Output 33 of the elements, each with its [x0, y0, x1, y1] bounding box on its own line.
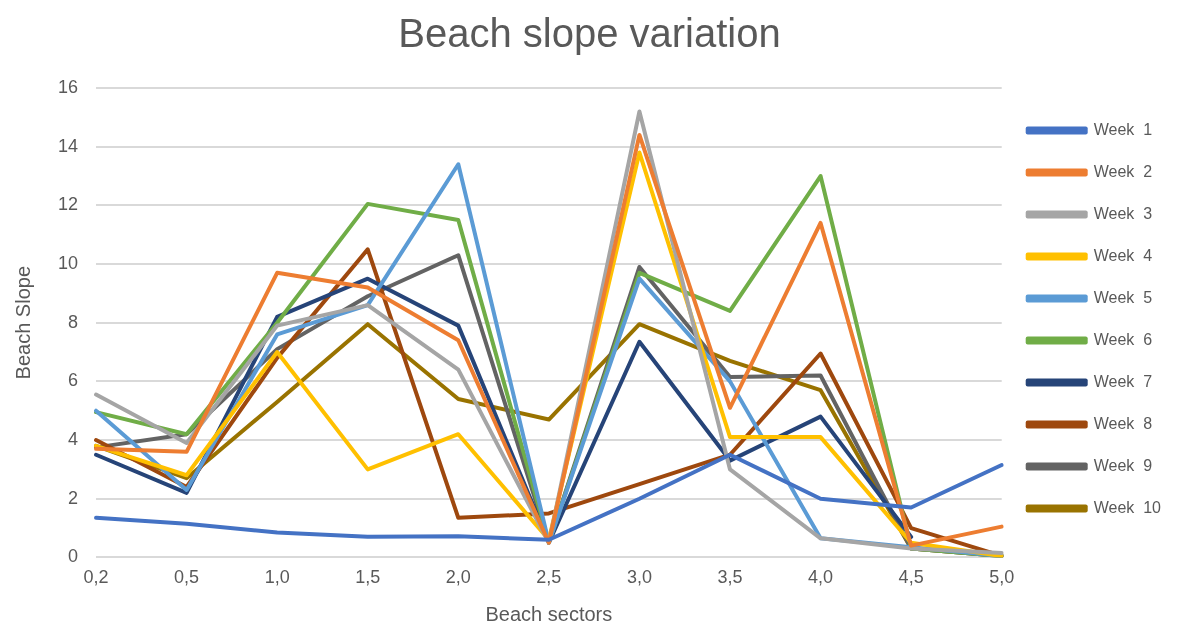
y-tick-label: 2: [68, 487, 79, 508]
y-tick-label: 12: [57, 194, 79, 215]
y-tick-label: 10: [57, 252, 79, 273]
y-tick-label: 8: [68, 311, 79, 332]
legend-label: Week 7: [1093, 372, 1153, 390]
legend-label: Week 9: [1093, 456, 1153, 474]
x-tick-label: 4,0: [808, 567, 834, 588]
legend-label: Week 8: [1093, 414, 1153, 432]
legend-label: Week 3: [1093, 204, 1153, 222]
legend-label: Week 6: [1093, 330, 1153, 348]
legend-label: Week 1: [1093, 120, 1153, 138]
legend-label: Week 5: [1093, 288, 1153, 306]
y-tick-label: 16: [57, 76, 79, 97]
legend-label: Week 4: [1093, 246, 1153, 264]
x-tick-label: 2,5: [536, 567, 562, 588]
y-tick-label: 6: [68, 370, 79, 391]
chart-title: Beach slope variation: [398, 11, 781, 56]
x-tick-label: 5,0: [989, 567, 1015, 588]
x-axis-title: Beach sectors: [485, 602, 613, 625]
y-tick-label: 14: [57, 135, 79, 156]
x-tick-label: 0,5: [174, 567, 200, 588]
x-tick-label: 3,5: [717, 567, 743, 588]
x-tick-label: 1,0: [264, 567, 290, 588]
y-tick-label: 4: [68, 429, 79, 450]
x-tick-label: 1,5: [355, 567, 381, 588]
x-tick-label: 4,5: [898, 567, 924, 588]
x-tick-label: 3,0: [626, 567, 652, 588]
legend-label: Week 2: [1093, 162, 1153, 180]
legend-label: Week 10: [1093, 498, 1162, 516]
y-axis-title: Beach Slope: [11, 265, 34, 380]
x-tick-label: 0,2: [83, 567, 109, 588]
y-tick-label: 0: [68, 546, 79, 567]
x-tick-label: 2,0: [445, 567, 471, 588]
